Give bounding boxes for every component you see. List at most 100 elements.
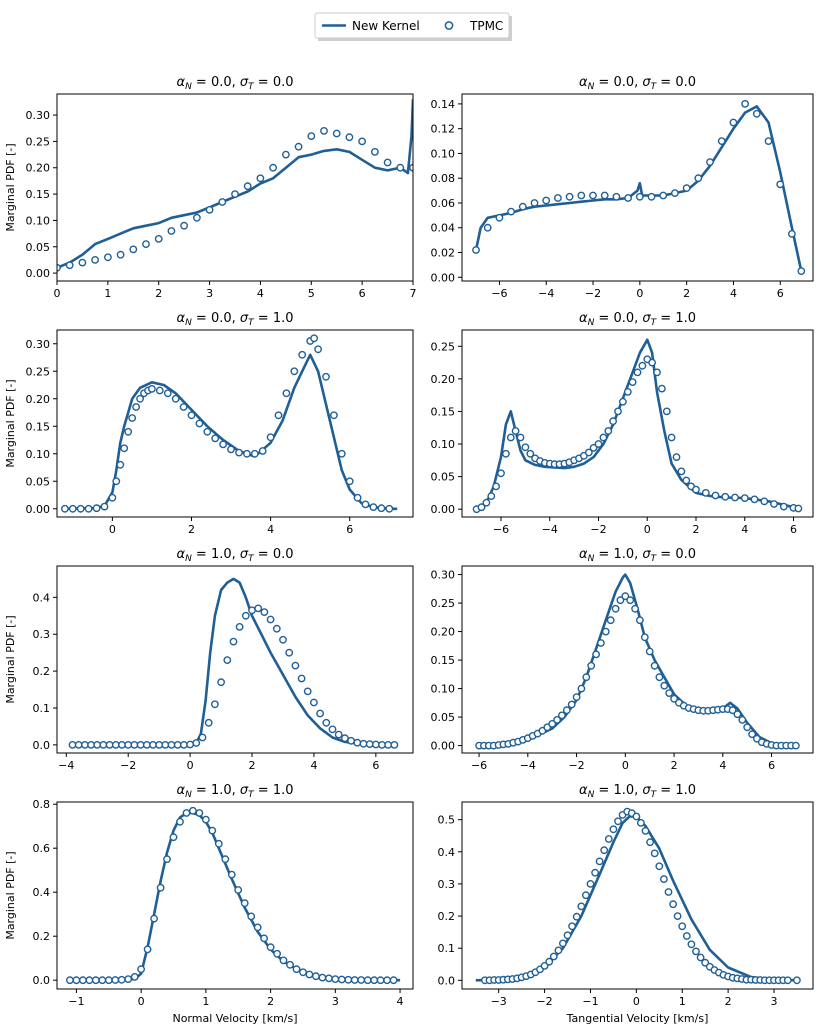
tpmc-point [545, 957, 554, 966]
tpmc-point [198, 733, 207, 742]
x-tick-label: −4 [520, 759, 536, 772]
legend: New Kernel TPMC [314, 12, 512, 41]
x-tick-label: 6 [359, 287, 366, 300]
tpmc-point [764, 137, 773, 146]
tpmc-point [104, 976, 113, 985]
tpmc-point [677, 467, 686, 476]
x-tick-label: 1 [679, 995, 686, 1008]
tpmc-point [281, 150, 290, 159]
tpmc-point [647, 192, 656, 201]
tpmc-point [242, 449, 251, 458]
tpmc-point [526, 449, 535, 458]
tpmc-point [345, 133, 354, 142]
x-tick-label: −6 [493, 523, 509, 536]
tpmc-point [370, 976, 379, 985]
tpmc-point [667, 433, 676, 442]
y-tick-label: 0.4 [438, 846, 456, 859]
y-tick-label: 0.10 [431, 438, 456, 451]
x-tick-label: 0 [138, 995, 145, 1008]
tpmc-point [553, 716, 561, 724]
tpmc-point [187, 411, 196, 420]
tpmc-point [358, 137, 366, 146]
tpmc-point [711, 491, 720, 500]
tpmc-point [584, 448, 593, 457]
tpmc-point [542, 196, 551, 205]
tpmc-point [640, 633, 649, 642]
series-line-new-kernel [479, 573, 796, 747]
x-tick-label: 3 [332, 995, 339, 1008]
tpmc-point [548, 720, 557, 728]
tpmc-point [350, 976, 359, 984]
tpmc-point [692, 485, 700, 494]
tpmc-point [389, 976, 398, 985]
tpmc-point [111, 741, 120, 749]
y-tick-label: 0.05 [26, 241, 51, 254]
tpmc-point [217, 678, 226, 687]
subplot-1: 0 1 2 3 4 5 6 7 0.00 0.05 0.10 0.15 0.20 0.25 0.30 αN =… [4, 75, 417, 300]
tpmc-point [74, 741, 83, 749]
x-tick-label: 0 [644, 523, 651, 536]
tpmc-point [692, 947, 700, 956]
x-tick-label: 6 [346, 523, 353, 536]
y-tick-label: 0.04 [431, 222, 456, 235]
plot-area [475, 807, 801, 985]
tpmc-point [188, 806, 197, 815]
y-tick-label: 0.25 [26, 365, 51, 378]
tpmc-point [340, 734, 349, 743]
tpmc-point [203, 427, 212, 436]
tpmc-point [227, 870, 236, 879]
tpmc-point [701, 958, 710, 967]
y-tick-label: 0.1 [438, 942, 456, 955]
tpmc-point [329, 411, 338, 420]
tpmc-point [305, 970, 314, 979]
tpmc-point [792, 741, 800, 750]
tpmc-point [253, 923, 262, 932]
tpmc-point [292, 965, 301, 974]
tpmc-point [669, 900, 677, 909]
tpmc-point [318, 973, 327, 982]
tpmc-point [783, 976, 792, 985]
tpmc-point [660, 681, 669, 690]
tpmc-point [171, 394, 180, 403]
tpmc-point [563, 931, 572, 940]
tpmc-point [286, 960, 294, 969]
tpmc-point [248, 606, 256, 615]
y-tick-label: 0.3 [33, 628, 51, 641]
axes-frame [461, 565, 814, 754]
x-tick-label: 4 [310, 759, 317, 772]
tpmc-point [604, 835, 613, 843]
tpmc-point [497, 469, 505, 478]
tpmc-point [345, 477, 354, 486]
tpmc-point [678, 922, 687, 931]
tpmc-point [156, 883, 165, 892]
tpmc-point [192, 739, 201, 747]
series-line-new-kernel [69, 811, 401, 982]
tpmc-point [549, 952, 558, 961]
tpmc-point [273, 949, 281, 958]
tpmc-point [378, 741, 386, 749]
tpmc-point [250, 449, 259, 458]
tpmc-point [616, 596, 625, 605]
subplot-6: −6 −4 −2 0 2 4 6 0.00 0.05 0.10 0.15 0.20 0.25 0.30 αN… [431, 547, 814, 772]
plot-area [68, 577, 399, 749]
series-line-new-kernel [475, 815, 797, 982]
subplot-title: αN = 1.0, σT = 0.0 [176, 547, 293, 564]
tpmc-point [660, 875, 668, 883]
tpmc-point [572, 693, 581, 701]
y-tick-label: 0.0 [33, 739, 51, 752]
tpmc-point [653, 368, 661, 377]
tpmc-point [182, 809, 191, 817]
tpmc-point [68, 741, 77, 749]
tpmc-point [294, 142, 303, 151]
x-tick-label: −2 [568, 759, 584, 772]
tpmc-point [161, 741, 170, 749]
subplot-title: αN = 0.0, σT = 0.0 [579, 75, 696, 92]
tpmc-point [483, 223, 492, 232]
tpmc-point [645, 647, 654, 656]
x-tick-label: 2 [188, 523, 195, 536]
tpmc-point [682, 476, 691, 485]
tpmc-point [76, 504, 85, 513]
tpmc-point [650, 661, 659, 670]
